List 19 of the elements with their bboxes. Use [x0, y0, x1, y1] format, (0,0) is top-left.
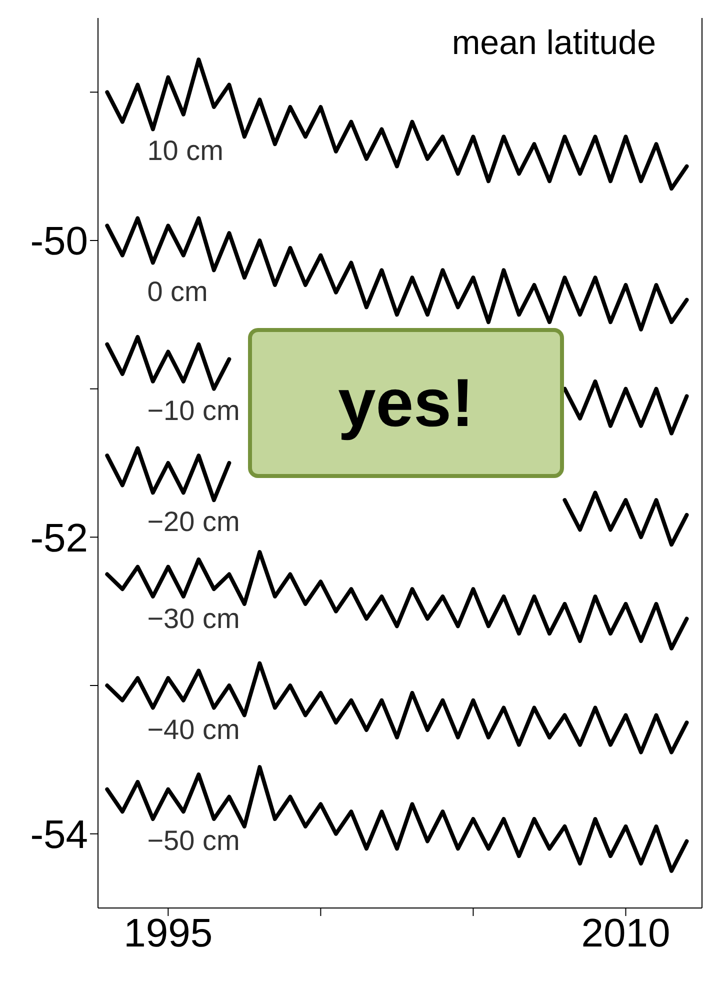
series-label: −10 cm: [147, 394, 240, 427]
line-series: [105, 661, 689, 754]
annotation: yes!: [248, 328, 564, 478]
line-series: [105, 58, 689, 191]
series-label: −40 cm: [147, 714, 240, 746]
line-series: [105, 216, 689, 332]
series-label: −30 cm: [147, 602, 240, 634]
y-tick-label: -52: [30, 516, 88, 560]
chart-title: mean latitude: [452, 24, 656, 63]
series-label: 10 cm: [147, 135, 224, 168]
y-tick-label: -50: [30, 220, 88, 264]
x-tick-label: 2010: [581, 911, 670, 956]
series-label: −20 cm: [147, 506, 240, 538]
series-label: −50 cm: [147, 825, 240, 857]
line-series: [105, 550, 689, 650]
x-tick-label: 1995: [124, 911, 213, 956]
y-tick-label: -54: [30, 813, 88, 858]
line-series: [105, 765, 689, 873]
series-label: 0 cm: [147, 276, 208, 308]
